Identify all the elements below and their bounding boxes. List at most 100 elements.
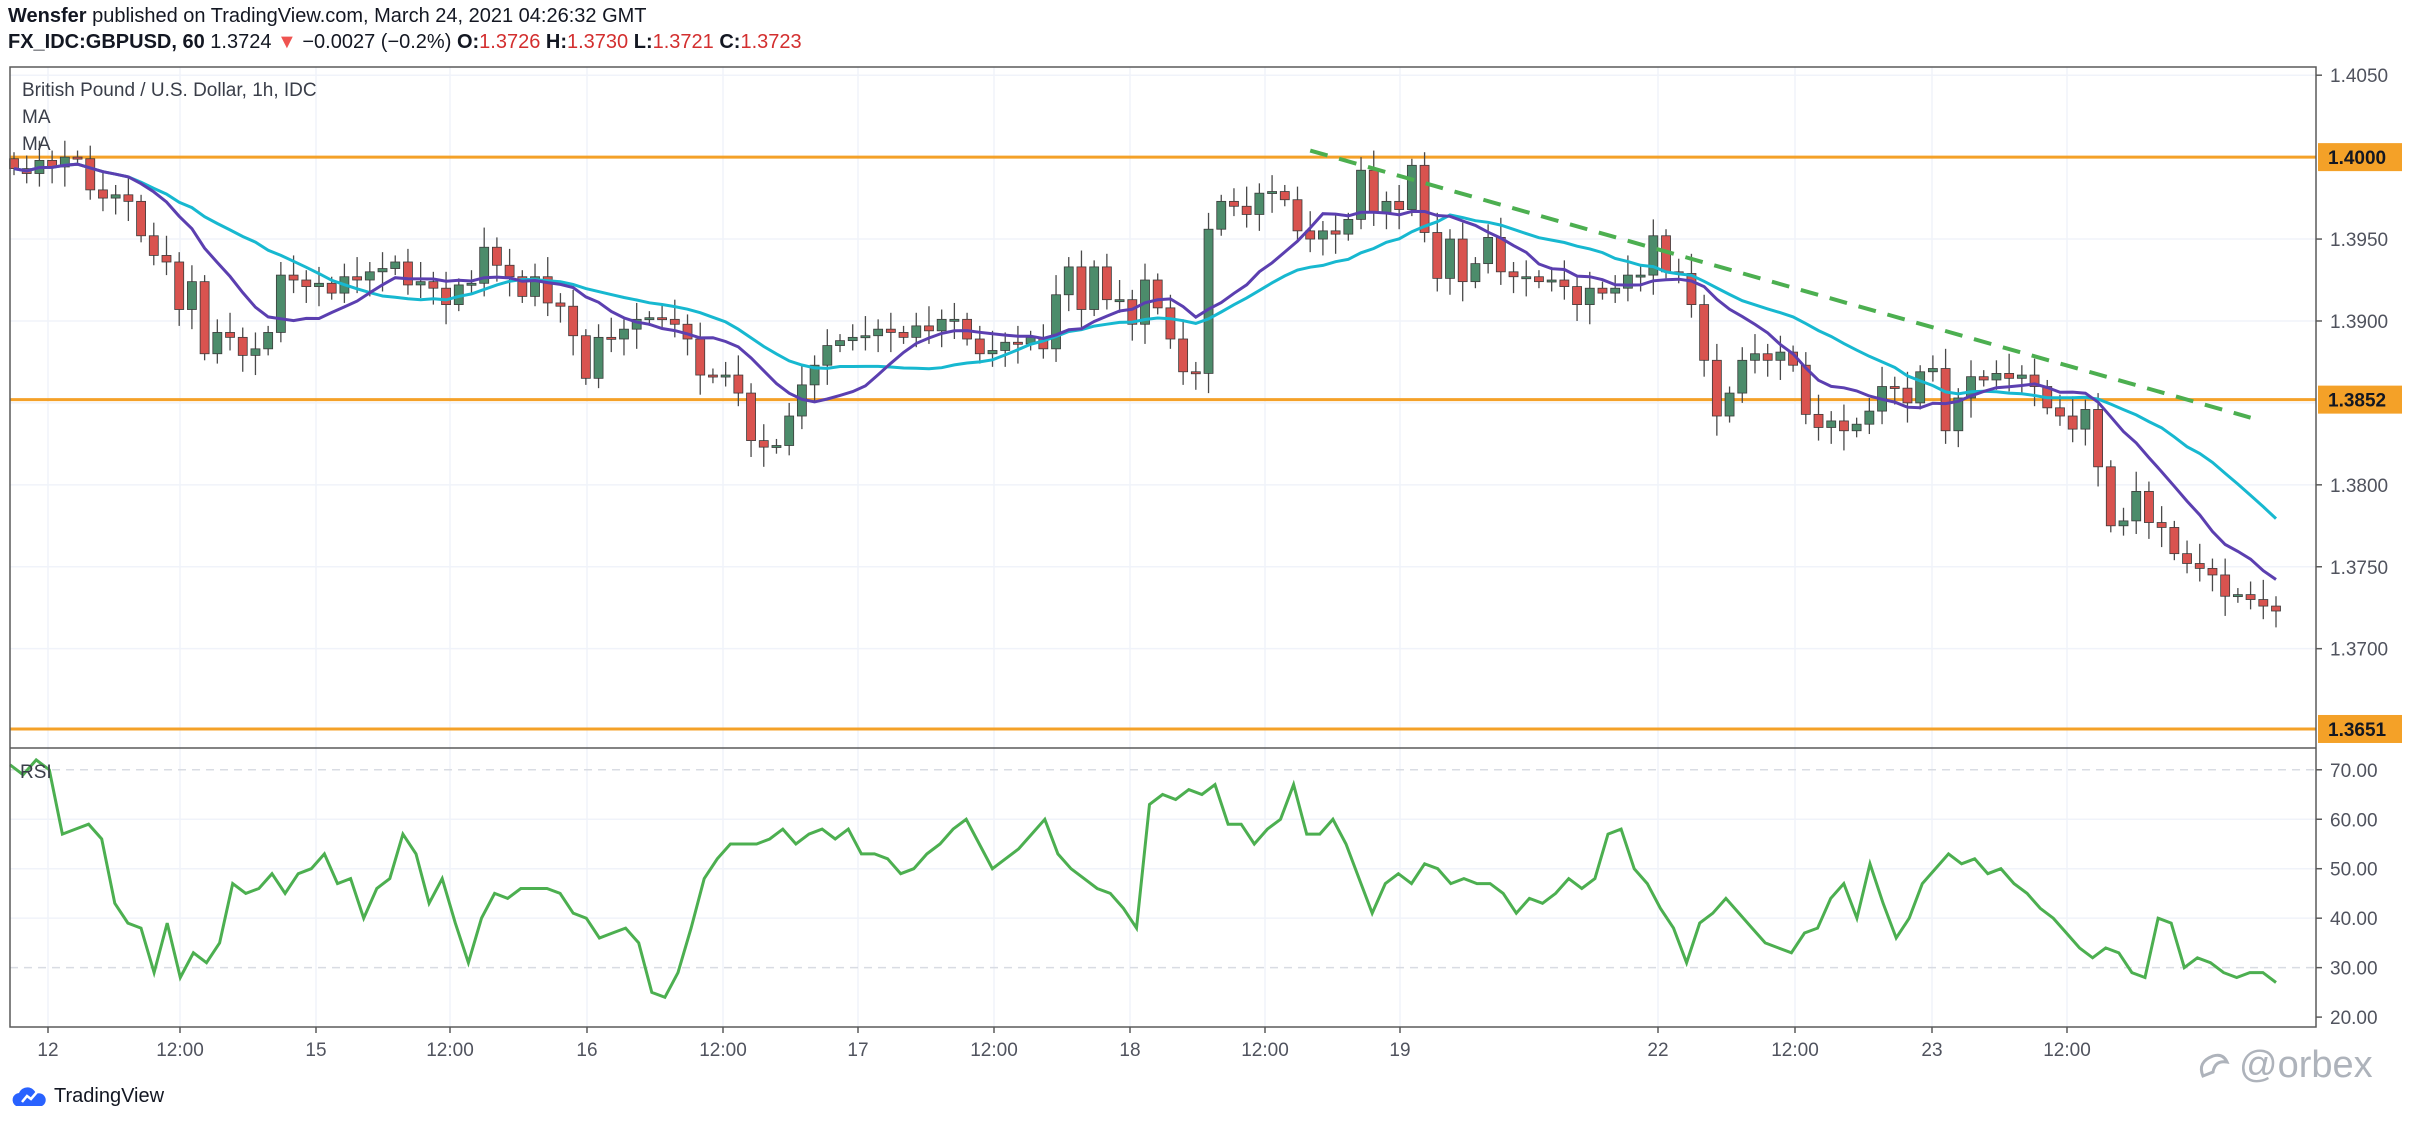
candle-body xyxy=(2004,373,2015,379)
candle-body xyxy=(1483,237,1494,265)
candle-body xyxy=(364,271,375,281)
candle xyxy=(695,322,706,395)
candle xyxy=(1534,270,1544,289)
ma-legend-2[interactable]: MA xyxy=(22,134,51,155)
rsi-y-tick-label: 30.00 xyxy=(2330,959,2378,980)
candle xyxy=(1737,347,1748,403)
candle-body xyxy=(1800,364,1811,415)
candle-body xyxy=(898,332,909,338)
candle-body xyxy=(746,392,756,441)
candle xyxy=(491,237,502,282)
candle-body xyxy=(949,318,960,322)
high-label: H: xyxy=(545,31,567,53)
tradingview-logo[interactable]: TradingView xyxy=(10,1085,164,1108)
candle-body xyxy=(377,268,388,273)
candle-body xyxy=(1343,218,1354,235)
candle xyxy=(1076,250,1087,330)
candle xyxy=(2131,471,2142,534)
ma-legend-1[interactable]: MA xyxy=(22,107,51,128)
candle-body xyxy=(1762,353,1773,361)
candle-body xyxy=(885,328,896,333)
candle-body xyxy=(161,255,172,263)
candle xyxy=(212,319,223,364)
candle xyxy=(504,248,515,297)
candle xyxy=(822,329,833,385)
candle-body xyxy=(809,364,820,386)
candle-body xyxy=(2245,594,2256,600)
candle-body xyxy=(873,328,884,337)
candle-body xyxy=(1521,276,1532,280)
candle xyxy=(136,194,146,243)
candle-body xyxy=(352,276,363,281)
candle xyxy=(1394,184,1405,230)
y-tick-label: 1.3800 xyxy=(2330,476,2388,497)
candle-body xyxy=(326,282,337,294)
candle xyxy=(2105,460,2116,533)
candle xyxy=(1813,394,1824,441)
candle-body xyxy=(2207,567,2218,576)
candle-body xyxy=(1114,299,1125,303)
candle-body xyxy=(2016,374,2027,379)
candle-body xyxy=(1406,164,1417,210)
x-tick-label: 12:00 xyxy=(1771,1040,1819,1061)
x-tick-label: 16 xyxy=(576,1040,597,1061)
candle-body xyxy=(1584,287,1595,305)
level-price-tag xyxy=(2318,143,2402,172)
candle-body xyxy=(1839,420,1849,432)
candle xyxy=(746,383,756,457)
candle xyxy=(1470,257,1481,289)
candle xyxy=(1915,365,1926,410)
level-price-label: 1.4000 xyxy=(2328,148,2386,169)
candle xyxy=(606,317,617,353)
candle-body xyxy=(1953,397,1964,432)
candle-body xyxy=(2232,594,2243,598)
candle xyxy=(860,316,871,351)
x-tick-label: 22 xyxy=(1647,1040,1668,1061)
candle-body xyxy=(1419,164,1430,233)
candle-body xyxy=(1356,169,1366,220)
candle-body xyxy=(1445,238,1455,279)
change-arrow-icon: ▼ xyxy=(277,31,297,53)
candle-body xyxy=(59,156,70,168)
watermark-text: @orbex xyxy=(2239,1044,2373,1086)
candle xyxy=(619,319,629,356)
candle-body xyxy=(1305,230,1316,240)
candle xyxy=(2080,399,2091,446)
candle xyxy=(1495,217,1506,285)
candle xyxy=(1953,388,1964,448)
candle xyxy=(1101,253,1112,310)
candle xyxy=(1356,157,1366,230)
candle xyxy=(1000,332,1011,367)
close-label: C: xyxy=(719,31,741,53)
candle xyxy=(250,332,261,376)
candle xyxy=(1877,366,1887,425)
axes: 1.3700 1.3750 1.3800 1.3900 1.3950 1.4050 20.0… xyxy=(37,66,2388,1061)
candle xyxy=(885,312,896,353)
candle xyxy=(1635,265,1646,292)
candle-body xyxy=(174,261,185,310)
candle xyxy=(364,261,375,297)
candle xyxy=(403,248,413,295)
y-tick-label: 1.3750 xyxy=(2330,558,2388,579)
candle xyxy=(2156,506,2167,548)
rsi-y-tick-label: 50.00 xyxy=(2330,860,2378,881)
candle-body xyxy=(568,305,579,337)
author-name[interactable]: Wensfer xyxy=(8,5,87,27)
candle-body xyxy=(148,235,159,256)
candle-body xyxy=(2271,605,2281,612)
series-title: British Pound / U.S. Dollar, 1h, IDC xyxy=(22,80,317,101)
symbol-header: FX_IDC:GBPUSD, 60 1.3724 ▼ −0.0027 (−0.2… xyxy=(8,31,802,54)
candle xyxy=(1254,183,1265,231)
rsi-legend[interactable]: RSI xyxy=(20,762,52,783)
level-price-tag xyxy=(2318,385,2402,414)
candle xyxy=(479,227,490,297)
candle-body xyxy=(1152,279,1163,309)
candle-body xyxy=(1991,373,2002,381)
candle xyxy=(110,184,121,215)
candle xyxy=(1826,411,1837,444)
close-value: 1.3723 xyxy=(740,31,802,53)
candle xyxy=(2055,394,2065,426)
cloud-icon xyxy=(12,1086,46,1106)
candle-body xyxy=(491,246,502,266)
